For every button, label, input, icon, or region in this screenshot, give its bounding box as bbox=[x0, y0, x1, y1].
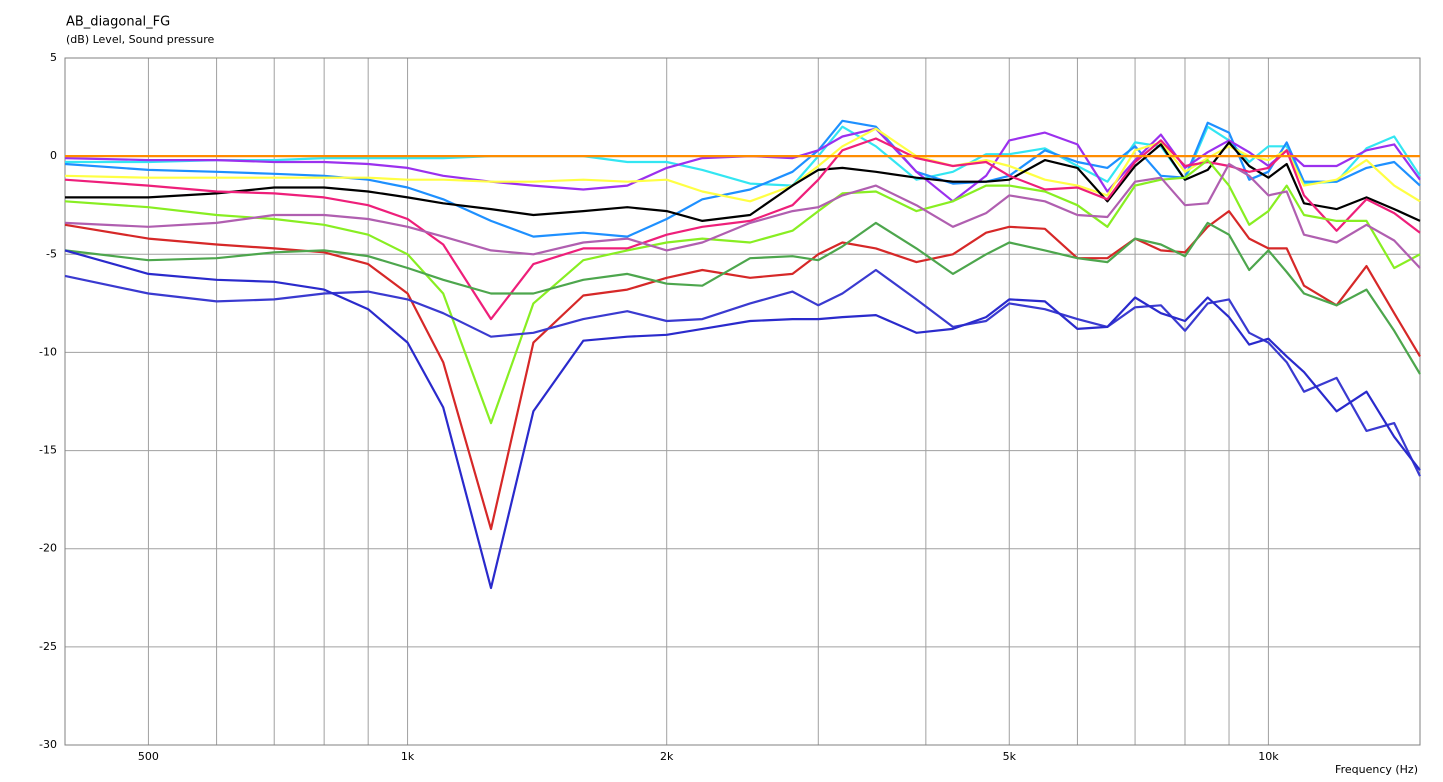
y-tick-label: -20 bbox=[39, 542, 57, 555]
series-line bbox=[65, 141, 1421, 222]
x-tick-label: 2k bbox=[660, 750, 674, 763]
y-axis-label: (dB) Level, Sound pressure bbox=[66, 33, 215, 46]
x-tick-label: 10k bbox=[1258, 750, 1279, 763]
x-tick-label: 500 bbox=[138, 750, 159, 763]
y-tick-label: 0 bbox=[50, 149, 57, 162]
y-tick-label: -15 bbox=[39, 444, 57, 457]
y-tick-label: -10 bbox=[39, 345, 57, 358]
chart-title: AB_diagonal_FG bbox=[66, 15, 170, 30]
series-line bbox=[64, 268, 1421, 477]
series-line bbox=[65, 125, 1421, 187]
series-line bbox=[64, 210, 1421, 531]
y-tick-label: -30 bbox=[39, 738, 57, 751]
x-tick-label: 1k bbox=[401, 750, 415, 763]
plot-frame bbox=[64, 57, 1421, 746]
y-tick-label: 5 bbox=[50, 51, 57, 64]
series-line bbox=[64, 162, 1421, 269]
x-axis-label: Frequency (Hz) bbox=[1335, 763, 1418, 776]
series-line bbox=[64, 137, 1421, 321]
series-line bbox=[64, 221, 1421, 375]
x-tick-label: 5k bbox=[1003, 750, 1017, 763]
series-line bbox=[64, 127, 1421, 203]
y-tick-label: -5 bbox=[46, 247, 57, 260]
y-tick-label: -25 bbox=[39, 640, 57, 653]
series-line bbox=[64, 159, 1421, 425]
series-line bbox=[64, 249, 1421, 590]
